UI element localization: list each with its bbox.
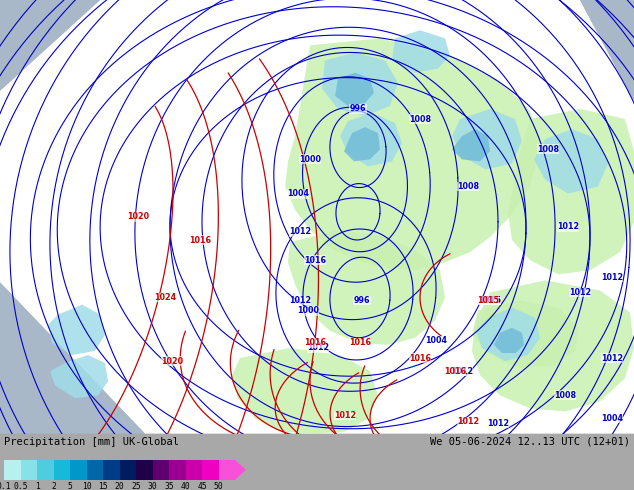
Polygon shape (322, 52, 398, 116)
Polygon shape (392, 30, 450, 73)
Bar (202, 460, 219, 480)
Text: 1012: 1012 (307, 343, 329, 352)
Text: 1016: 1016 (444, 367, 466, 376)
Text: 15: 15 (98, 482, 108, 490)
Text: 1012: 1012 (334, 411, 356, 420)
Bar (169, 460, 186, 480)
Polygon shape (472, 300, 578, 368)
Text: 1012: 1012 (601, 273, 623, 282)
Text: 1016: 1016 (304, 256, 326, 265)
Text: 5: 5 (68, 482, 72, 490)
Text: 35: 35 (164, 482, 174, 490)
Text: 1012: 1012 (557, 222, 579, 231)
Text: 1004: 1004 (601, 414, 623, 423)
Bar (70, 460, 86, 480)
Text: 1020: 1020 (127, 212, 149, 221)
Text: 45: 45 (197, 482, 207, 490)
Polygon shape (48, 305, 105, 355)
Text: 1012: 1012 (457, 417, 479, 426)
Polygon shape (580, 0, 634, 101)
Polygon shape (472, 280, 634, 412)
Polygon shape (508, 109, 634, 274)
Bar (37, 460, 53, 480)
Text: 0.5: 0.5 (13, 482, 28, 490)
Text: 1004: 1004 (425, 336, 447, 345)
Polygon shape (476, 308, 540, 361)
Text: 2: 2 (51, 482, 56, 490)
Text: 996: 996 (350, 104, 366, 113)
Bar (103, 460, 119, 480)
Bar (186, 460, 202, 480)
Polygon shape (0, 0, 100, 91)
Text: 1008: 1008 (409, 115, 431, 123)
Bar (86, 460, 103, 480)
Text: 25: 25 (131, 482, 141, 490)
Polygon shape (0, 0, 634, 434)
Bar (4, 460, 20, 480)
Polygon shape (232, 348, 378, 434)
Text: 10: 10 (82, 482, 91, 490)
Text: 1012: 1012 (451, 367, 473, 376)
Bar (219, 460, 235, 480)
Text: 1008: 1008 (554, 391, 576, 400)
Polygon shape (340, 113, 402, 167)
Polygon shape (235, 460, 246, 480)
Text: 1008: 1008 (457, 182, 479, 191)
Polygon shape (335, 73, 374, 106)
Text: 1000: 1000 (299, 155, 321, 164)
Text: 1012: 1012 (289, 227, 311, 237)
Text: 1004: 1004 (287, 189, 309, 198)
Text: 1016: 1016 (409, 353, 431, 363)
Bar (119, 460, 136, 480)
Bar (136, 460, 153, 480)
Text: 1020: 1020 (161, 357, 183, 366)
Polygon shape (494, 328, 524, 353)
Text: 1016: 1016 (304, 339, 326, 347)
Bar (20, 460, 37, 480)
Text: 1012: 1012 (289, 296, 311, 305)
Text: 1015: 1015 (477, 296, 499, 305)
Text: 40: 40 (181, 482, 190, 490)
Polygon shape (452, 129, 490, 161)
Text: 50: 50 (214, 482, 223, 490)
Polygon shape (344, 127, 380, 161)
Text: 1012: 1012 (569, 288, 591, 297)
Bar (53, 460, 70, 480)
Polygon shape (288, 230, 445, 345)
Bar (153, 460, 169, 480)
Text: 1: 1 (35, 482, 39, 490)
Polygon shape (0, 282, 145, 434)
Text: 30: 30 (148, 482, 157, 490)
Text: 0.1: 0.1 (0, 482, 11, 490)
Polygon shape (285, 38, 540, 270)
Text: 1012: 1012 (601, 353, 623, 363)
Text: 1024: 1024 (154, 293, 176, 302)
Polygon shape (50, 355, 108, 398)
Text: 996: 996 (354, 296, 370, 305)
Text: 1000: 1000 (297, 306, 319, 315)
Polygon shape (534, 129, 608, 194)
Text: 1016: 1016 (349, 339, 371, 347)
Text: 1012: 1012 (487, 419, 509, 428)
Text: 1016: 1016 (189, 236, 211, 245)
Text: We 05-06-2024 12..13 UTC (12+01): We 05-06-2024 12..13 UTC (12+01) (430, 437, 630, 447)
Text: 1008: 1008 (537, 145, 559, 154)
Text: Precipitation [mm] UK-Global: Precipitation [mm] UK-Global (4, 437, 179, 447)
Text: 20: 20 (115, 482, 124, 490)
Text: 1015: 1015 (479, 296, 501, 305)
Polygon shape (452, 109, 522, 170)
